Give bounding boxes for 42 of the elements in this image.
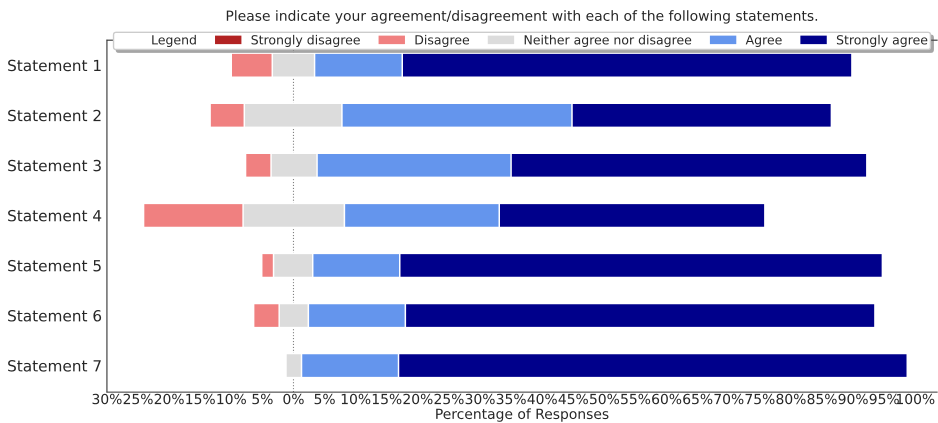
- legend-label: Agree: [746, 35, 782, 47]
- y-tick-label: Statement 5: [8, 260, 101, 272]
- y-tick-label: Statement 7: [8, 360, 101, 372]
- x-tick-label: 5%: [314, 394, 335, 404]
- x-tick-label: 55%: [621, 394, 650, 404]
- x-tick-label: 80%: [776, 394, 806, 404]
- x-tick-label: 30%: [92, 394, 122, 404]
- x-tick-label: 20%: [403, 394, 433, 404]
- x-tick-label: 100%: [896, 394, 934, 404]
- x-tick-label: 25%: [434, 394, 464, 404]
- x-tick-label: 60%: [652, 394, 682, 404]
- x-tick-label: 65%: [683, 394, 712, 404]
- x-tick-label: 20%: [154, 394, 184, 404]
- x-tick-label: 85%: [808, 394, 837, 404]
- x-tick-label: 15%: [186, 394, 215, 404]
- x-tick-label: 70%: [714, 394, 744, 404]
- y-tick-label: Statement 1: [8, 60, 101, 72]
- legend-label: Neither agree nor disagree: [524, 34, 692, 47]
- legend-title: Legend: [152, 34, 196, 47]
- x-tick-label: 10%: [217, 394, 246, 404]
- x-tick-label: 45%: [558, 394, 588, 404]
- x-tick-label: 5%: [252, 394, 273, 404]
- chart-title: Please indicate your agreement/disagreement with each of the following statements.: [226, 10, 818, 24]
- x-tick-label: 95%: [870, 394, 899, 404]
- x-tick-label: 35%: [496, 394, 526, 404]
- x-tick-label: 0%: [283, 394, 304, 404]
- x-tick-label: 75%: [746, 394, 775, 404]
- x-axis-title: Percentage of Responses: [436, 408, 608, 422]
- x-tick-label: 40%: [527, 394, 557, 404]
- x-tick-label: 90%: [838, 394, 868, 404]
- legend-label: Strongly agree: [836, 34, 928, 47]
- y-tick-label: Statement 3: [8, 160, 101, 172]
- x-tick-label: 15%: [372, 394, 402, 404]
- y-tick-label: Statement 6: [8, 310, 102, 322]
- x-tick-label: 30%: [466, 394, 495, 404]
- x-tick-label: 25%: [124, 394, 153, 404]
- legend-label: Strongly disagree: [252, 34, 360, 47]
- legend-label: Disagree: [415, 34, 470, 47]
- x-tick-label: 10%: [342, 394, 370, 404]
- y-tick-label: Statement 2: [8, 110, 101, 122]
- y-tick-label: Statement 4: [8, 210, 102, 222]
- x-tick-label: 50%: [590, 394, 620, 404]
